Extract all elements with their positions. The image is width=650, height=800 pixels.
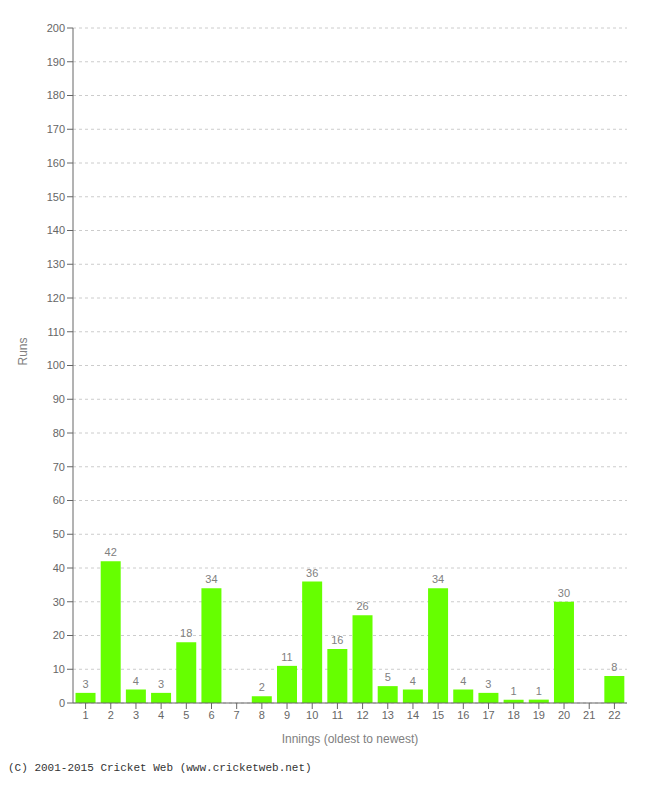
svg-text:3: 3 bbox=[485, 678, 491, 690]
svg-text:15: 15 bbox=[432, 709, 444, 721]
svg-text:0: 0 bbox=[59, 697, 65, 709]
svg-text:8: 8 bbox=[259, 709, 265, 721]
svg-text:80: 80 bbox=[53, 427, 65, 439]
svg-text:180: 180 bbox=[47, 89, 65, 101]
svg-text:200: 200 bbox=[47, 22, 65, 34]
svg-text:5: 5 bbox=[385, 671, 391, 683]
svg-text:30: 30 bbox=[558, 587, 570, 599]
svg-text:21: 21 bbox=[583, 709, 595, 721]
svg-text:110: 110 bbox=[47, 326, 65, 338]
svg-text:70: 70 bbox=[53, 461, 65, 473]
svg-text:42: 42 bbox=[105, 546, 117, 558]
svg-text:10: 10 bbox=[306, 709, 318, 721]
html-text:(C) 2001-2015 Cricket Web (www: (C) 2001-2015 Cricket Web (www.cricketwe… bbox=[8, 762, 312, 774]
svg-text:11: 11 bbox=[332, 709, 343, 721]
svg-text:160: 160 bbox=[47, 157, 65, 169]
svg-text:22: 22 bbox=[608, 709, 620, 721]
svg-text:9: 9 bbox=[284, 709, 290, 721]
svg-text:18: 18 bbox=[180, 627, 192, 639]
svg-text:3: 3 bbox=[133, 709, 139, 721]
svg-text:16: 16 bbox=[457, 709, 469, 721]
svg-text:Innings (oldest to newest): Innings (oldest to newest) bbox=[282, 732, 419, 746]
svg-text:130: 130 bbox=[47, 258, 65, 270]
svg-text:2: 2 bbox=[259, 681, 265, 693]
svg-text:17: 17 bbox=[482, 709, 494, 721]
svg-text:6: 6 bbox=[208, 709, 214, 721]
svg-text:5: 5 bbox=[183, 709, 189, 721]
svg-text:10: 10 bbox=[53, 663, 65, 675]
svg-text:4: 4 bbox=[133, 675, 139, 687]
svg-text:11: 11 bbox=[281, 651, 292, 663]
svg-text:2: 2 bbox=[108, 709, 114, 721]
svg-text:8: 8 bbox=[611, 661, 617, 673]
svg-text:50: 50 bbox=[53, 528, 65, 540]
svg-text:20: 20 bbox=[53, 629, 65, 641]
svg-text:100: 100 bbox=[47, 359, 65, 371]
svg-text:1: 1 bbox=[83, 709, 89, 721]
svg-text:60: 60 bbox=[53, 494, 65, 506]
svg-text:120: 120 bbox=[47, 292, 65, 304]
svg-text:20: 20 bbox=[558, 709, 570, 721]
svg-text:1: 1 bbox=[536, 685, 542, 697]
svg-text:34: 34 bbox=[432, 573, 444, 585]
svg-text:4: 4 bbox=[460, 675, 466, 687]
svg-text:3: 3 bbox=[158, 678, 164, 690]
svg-text:170: 170 bbox=[47, 123, 65, 135]
svg-text:40: 40 bbox=[53, 562, 65, 574]
svg-text:1: 1 bbox=[511, 685, 517, 697]
svg-text:34: 34 bbox=[205, 573, 217, 585]
svg-text:12: 12 bbox=[356, 709, 368, 721]
svg-text:14: 14 bbox=[407, 709, 419, 721]
svg-text:13: 13 bbox=[382, 709, 394, 721]
svg-text:18: 18 bbox=[508, 709, 520, 721]
svg-text:90: 90 bbox=[53, 393, 65, 405]
svg-text:4: 4 bbox=[158, 709, 164, 721]
svg-text:30: 30 bbox=[53, 596, 65, 608]
svg-text:150: 150 bbox=[47, 191, 65, 203]
svg-text:7: 7 bbox=[234, 709, 240, 721]
svg-text:3: 3 bbox=[82, 678, 88, 690]
svg-text:36: 36 bbox=[306, 567, 318, 579]
svg-text:26: 26 bbox=[356, 600, 368, 612]
svg-text:190: 190 bbox=[47, 56, 65, 68]
svg-text:Runs: Runs bbox=[16, 337, 30, 365]
svg-text:140: 140 bbox=[47, 224, 65, 236]
svg-text:19: 19 bbox=[533, 709, 545, 721]
svg-text:16: 16 bbox=[331, 634, 343, 646]
svg-text:4: 4 bbox=[410, 675, 416, 687]
